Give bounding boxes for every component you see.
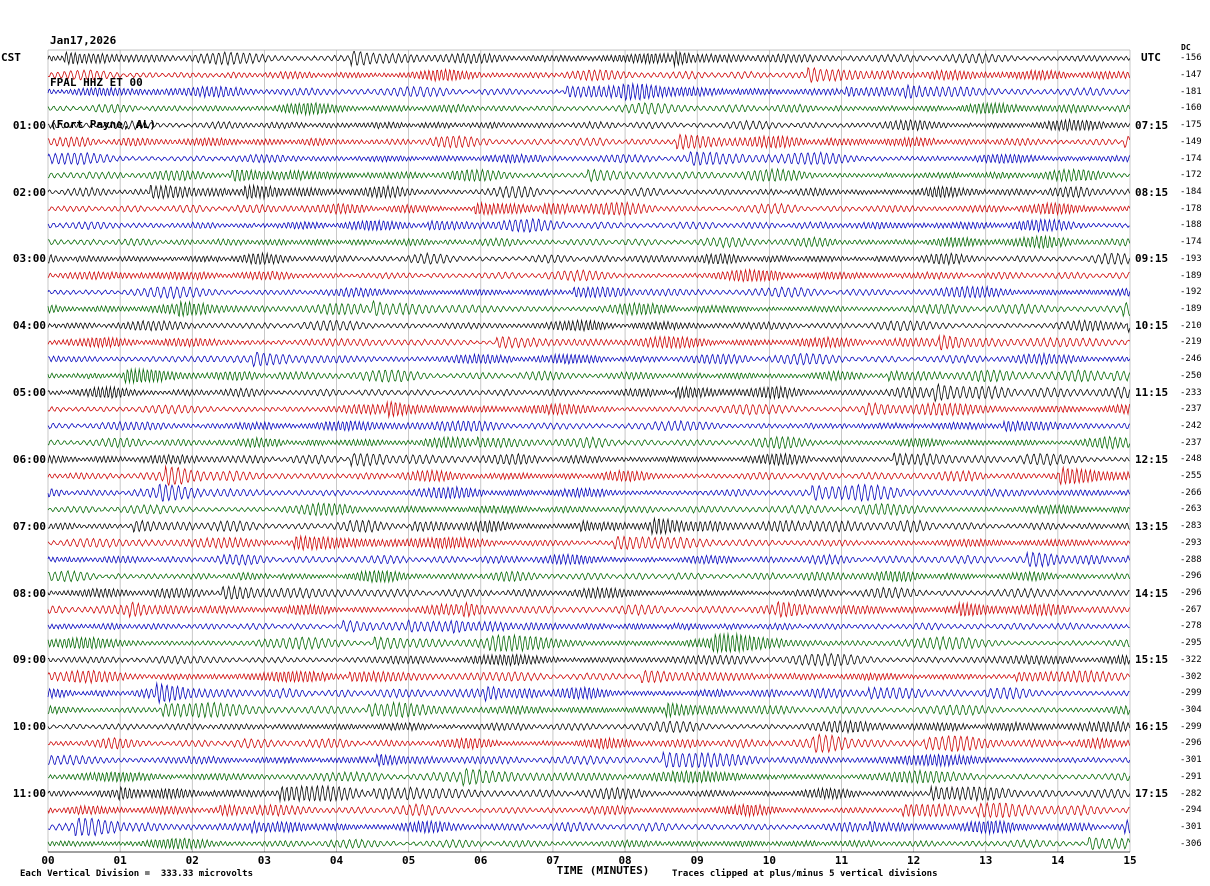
dc-offset-value: -304 bbox=[1180, 705, 1202, 715]
dc-offset-value: -237 bbox=[1180, 438, 1202, 448]
dc-offset-value: -291 bbox=[1180, 772, 1202, 782]
dc-offset-value: -147 bbox=[1180, 70, 1202, 80]
dc-offset-value: -160 bbox=[1180, 103, 1202, 113]
x-tick-label: 08 bbox=[618, 854, 632, 867]
dc-offset-value: -219 bbox=[1180, 337, 1202, 347]
dc-offset-value: -192 bbox=[1180, 287, 1202, 297]
cst-hour-label: 01:00 bbox=[12, 119, 46, 132]
x-axis-title: TIME (MINUTES) bbox=[556, 864, 650, 877]
dc-offset-value: -306 bbox=[1180, 839, 1202, 849]
dc-offset-value: -237 bbox=[1180, 404, 1202, 414]
dc-offset-value: -301 bbox=[1180, 822, 1202, 832]
clipping-note: Traces clipped at plus/minus 5 vertical … bbox=[672, 869, 938, 879]
utc-hour-label: 17:15 bbox=[1135, 787, 1169, 800]
cst-hour-label: 08:00 bbox=[12, 587, 46, 600]
dc-offset-value: -174 bbox=[1180, 237, 1202, 247]
dc-offset-value: -322 bbox=[1180, 655, 1202, 665]
dc-offset-value: -278 bbox=[1180, 621, 1202, 631]
dc-offset-value: -296 bbox=[1180, 571, 1202, 581]
right-axis-label-utc: UTC bbox=[1141, 51, 1161, 64]
dc-offset-value: -189 bbox=[1180, 304, 1202, 314]
dc-offset-value: -288 bbox=[1180, 555, 1202, 565]
cst-hour-label: 03:00 bbox=[12, 252, 46, 265]
x-tick-label: 01 bbox=[113, 854, 127, 867]
cst-hour-label: 11:00 bbox=[12, 787, 46, 800]
cst-hour-label: 07:00 bbox=[12, 520, 46, 533]
cst-hour-label: 06:00 bbox=[12, 453, 46, 466]
x-tick-label: 10 bbox=[762, 854, 776, 867]
dc-offset-value: -174 bbox=[1180, 154, 1202, 164]
utc-hour-label: 13:15 bbox=[1135, 520, 1169, 533]
utc-hour-label: 16:15 bbox=[1135, 720, 1169, 733]
x-tick-label: 03 bbox=[257, 854, 272, 867]
dc-offset-value: -294 bbox=[1180, 805, 1202, 815]
cst-hour-label: 04:00 bbox=[12, 319, 46, 332]
dc-offset-value: -267 bbox=[1180, 605, 1202, 615]
dc-offset-value: -233 bbox=[1180, 388, 1202, 398]
cst-hour-label: 05:00 bbox=[12, 386, 46, 399]
dc-offset-value: -184 bbox=[1180, 187, 1202, 197]
dc-offset-value: -178 bbox=[1180, 204, 1202, 214]
dc-offset-value: -188 bbox=[1180, 220, 1202, 230]
utc-hour-label: 09:15 bbox=[1135, 252, 1169, 265]
x-tick-label: 09 bbox=[690, 854, 704, 867]
dc-offset-value: -246 bbox=[1180, 354, 1202, 364]
dc-offset-value: -299 bbox=[1180, 722, 1202, 732]
x-tick-label: 07 bbox=[546, 854, 560, 867]
x-tick-label: 13 bbox=[979, 854, 993, 867]
header-station: FPAL HHZ ET 00 bbox=[50, 76, 143, 89]
utc-hour-label: 15:15 bbox=[1135, 653, 1169, 666]
dc-offset-value: -149 bbox=[1180, 137, 1202, 147]
utc-hour-label: 14:15 bbox=[1135, 587, 1169, 600]
utc-hour-label: 11:15 bbox=[1135, 386, 1169, 399]
dc-offset-value: -175 bbox=[1180, 120, 1202, 130]
dc-offset-value: -302 bbox=[1180, 672, 1202, 682]
dc-offset-value: -255 bbox=[1180, 471, 1202, 481]
cst-hour-label: 10:00 bbox=[12, 720, 46, 733]
dc-offset-value: -299 bbox=[1180, 688, 1202, 698]
x-tick-label: 15 bbox=[1123, 854, 1137, 867]
plot-header: Jan17,2026 FPAL HHZ ET 00 (Fort Payne, A… bbox=[50, 6, 156, 160]
utc-hour-label: 10:15 bbox=[1135, 319, 1169, 332]
dc-offset-value: -263 bbox=[1180, 504, 1202, 514]
dc-offset-value: -266 bbox=[1180, 488, 1202, 498]
vertical-division-note: Each Vertical Division = 333.33 microvol… bbox=[20, 869, 253, 879]
x-tick-label: 14 bbox=[1051, 854, 1065, 867]
dc-offset-value: -189 bbox=[1180, 271, 1202, 281]
dc-offset-value: -248 bbox=[1180, 454, 1202, 464]
header-date: Jan17,2026 bbox=[50, 34, 117, 47]
x-tick-label: 02 bbox=[185, 854, 199, 867]
cst-hour-label: 09:00 bbox=[12, 653, 46, 666]
x-tick-label: 05 bbox=[402, 854, 416, 867]
x-tick-label: 11 bbox=[834, 854, 849, 867]
dc-offset-value: -250 bbox=[1180, 371, 1202, 381]
dc-offset-value: -181 bbox=[1180, 87, 1202, 97]
x-tick-label: 04 bbox=[329, 854, 344, 867]
dc-offset-value: -242 bbox=[1180, 421, 1202, 431]
utc-hour-label: 12:15 bbox=[1135, 453, 1169, 466]
dc-offset-value: -172 bbox=[1180, 170, 1202, 180]
utc-hour-label: 07:15 bbox=[1135, 119, 1169, 132]
dc-offset-value: -193 bbox=[1180, 254, 1202, 264]
dc-offset-value: -283 bbox=[1180, 521, 1202, 531]
dc-offset-value: -210 bbox=[1180, 321, 1202, 331]
dc-offset-value: -296 bbox=[1180, 738, 1202, 748]
utc-hour-label: 08:15 bbox=[1135, 186, 1169, 199]
dc-offset-value: -156 bbox=[1180, 53, 1202, 63]
dc-offset-value: -296 bbox=[1180, 588, 1202, 598]
x-tick-label: 00 bbox=[41, 854, 55, 867]
x-tick-label: 12 bbox=[906, 854, 921, 867]
dc-offset-value: -301 bbox=[1180, 755, 1202, 765]
dc-offset-column-label: DC bbox=[1181, 43, 1191, 52]
dc-offset-value: -293 bbox=[1180, 538, 1202, 548]
x-tick-label: 06 bbox=[474, 854, 488, 867]
dc-offset-value: -282 bbox=[1180, 789, 1202, 799]
left-axis-label-cst: CST bbox=[1, 51, 21, 64]
dc-offset-value: -295 bbox=[1180, 638, 1202, 648]
header-location: (Fort Payne, AL) bbox=[50, 118, 156, 131]
cst-hour-label: 02:00 bbox=[12, 186, 46, 199]
